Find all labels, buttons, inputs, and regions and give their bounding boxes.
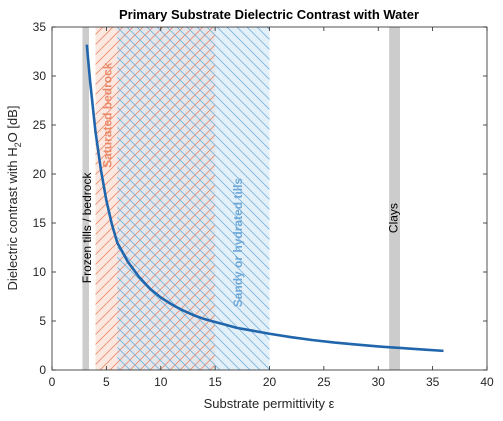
y-tick-label: 5: [39, 314, 46, 328]
x-tick-label: 40: [480, 375, 494, 389]
region-label-saturated-bedrock: Saturated bedrock: [101, 62, 115, 168]
x-tick-label: 0: [49, 375, 56, 389]
chart-title: Primary Substrate Dielectric Contrast wi…: [119, 7, 419, 22]
x-tick-label: 25: [317, 375, 331, 389]
shaded-regions: [82, 27, 400, 370]
x-axis-label: Substrate permittivity ε: [204, 396, 335, 411]
y-axis-label-subscript: 2: [13, 142, 23, 147]
region-label-sandy-or-hydrated-tills: Sandy or hydrated tills: [231, 178, 245, 308]
y-tick-label: 30: [33, 69, 47, 83]
x-tick-label: 15: [208, 375, 222, 389]
region-label-clays: Clays: [387, 203, 401, 233]
y-tick-label: 35: [33, 20, 47, 34]
x-tick-label: 10: [154, 375, 168, 389]
y-axis-label: Dielectric contrast with H2O [dB]: [5, 106, 23, 291]
region-labels: Frozen tills / bedrock Saturated bedrock S…: [80, 62, 401, 307]
region-label-frozen-tills-bedrock: Frozen tills / bedrock: [80, 172, 94, 284]
x-tick-label: 30: [372, 375, 386, 389]
region-hatch-sandy-or-hydrated-tills: [117, 27, 270, 370]
axis-ticks: 0 5 10 15 20 25 30 35 40 0 5 10 15 20 25 30 35: [33, 20, 494, 389]
y-tick-label: 15: [33, 216, 47, 230]
data-series: [85, 44, 444, 353]
y-tick-label: 20: [33, 167, 47, 181]
x-tick-label: 5: [103, 375, 110, 389]
x-tick-label: 20: [263, 375, 277, 389]
y-axis-label-main: Dielectric contrast with H: [5, 147, 20, 290]
y-tick-label: 0: [39, 363, 46, 377]
region-frozen-tills-bedrock: [82, 27, 89, 370]
y-tick-label: 10: [33, 265, 47, 279]
y-tick-label: 25: [33, 118, 47, 132]
region-clays: [389, 27, 400, 370]
x-tick-label: 35: [426, 375, 440, 389]
y-axis-label-tail: O [dB]: [5, 106, 20, 143]
series-line-0: [85, 44, 444, 353]
